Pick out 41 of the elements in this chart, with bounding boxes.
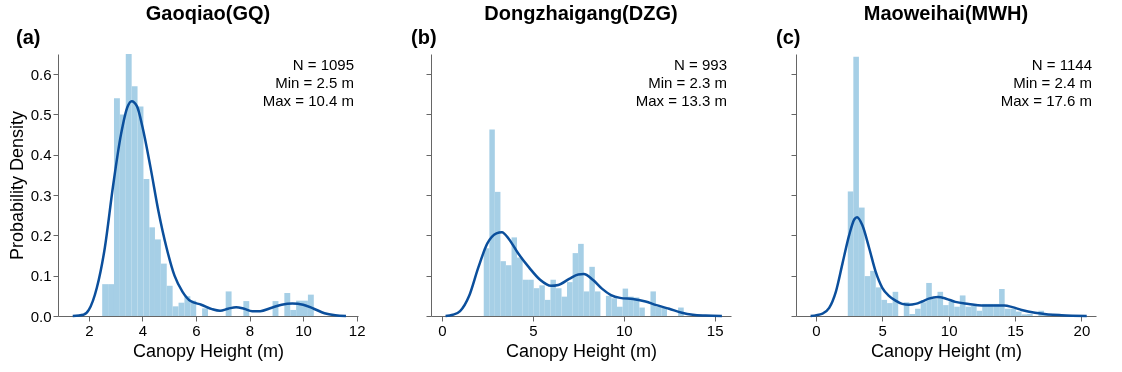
x-tick-label: 8 (245, 321, 255, 339)
text: (b) (411, 26, 437, 48)
text: (a) (16, 26, 41, 48)
x-tick-label: 6 (192, 321, 201, 339)
y-axis-title: Probability Density (6, 110, 27, 261)
annotation: Min = 2.5 m (275, 74, 354, 91)
y-tick-label: 0.4 (30, 146, 52, 164)
y-tick-label: 0.2 (30, 226, 52, 244)
x-tick-label: 5 (878, 321, 887, 339)
x-tick-label: 15 (1007, 321, 1024, 339)
x-tick-label: 12 (348, 321, 366, 339)
annotation: N = 1144 (1031, 56, 1092, 73)
annotation: Max = 10.4 m (262, 92, 354, 109)
chart-title: Gaoqiao(GQ) (145, 2, 271, 24)
y-tick-label: 0.0 (30, 307, 52, 325)
x-axis-title: Canopy Height (m) (870, 340, 1023, 361)
annotation: N = 1095 (292, 56, 354, 73)
annotation: Max = 13.3 m (635, 92, 727, 109)
x-tick-label: 5 (529, 321, 538, 339)
x-tick-label: 10 (295, 321, 312, 339)
x-axis-title: Canopy Height (m) (132, 340, 285, 361)
annotation: Max = 17.6 m (1000, 92, 1092, 109)
annotation: N = 993 (674, 56, 727, 73)
x-tick-label: 15 (706, 321, 724, 339)
x-axis-title: Canopy Height (m) (505, 340, 658, 361)
chart-title: Dongzhaigang(DZG) (484, 2, 678, 24)
y-tick-label: 0.6 (30, 65, 52, 83)
text: (c) (776, 26, 801, 48)
x-tick-label: 0 (812, 321, 821, 339)
x-tick-label: 20 (1073, 321, 1091, 339)
x-tick-label: 4 (138, 321, 148, 339)
y-tick-label: 0.1 (30, 267, 52, 285)
x-tick-label: 10 (615, 321, 633, 339)
chart-title: Maoweihai(MWH) (863, 2, 1029, 24)
y-tick-label: 0.5 (30, 105, 52, 123)
x-tick-label: 10 (940, 321, 958, 339)
y-tick-label: 0.3 (30, 186, 52, 204)
annotation: Min = 2.4 m (1013, 74, 1092, 91)
x-tick-label: 2 (85, 321, 94, 339)
annotation: Min = 2.3 m (648, 74, 727, 91)
x-tick-label: 0 (438, 321, 447, 339)
